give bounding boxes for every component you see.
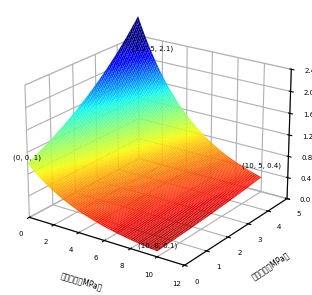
Y-axis label: 孔隙水压（MPa）: 孔隙水压（MPa）: [250, 250, 291, 282]
X-axis label: 有效应力（MPa）: 有效应力（MPa）: [59, 271, 103, 292]
